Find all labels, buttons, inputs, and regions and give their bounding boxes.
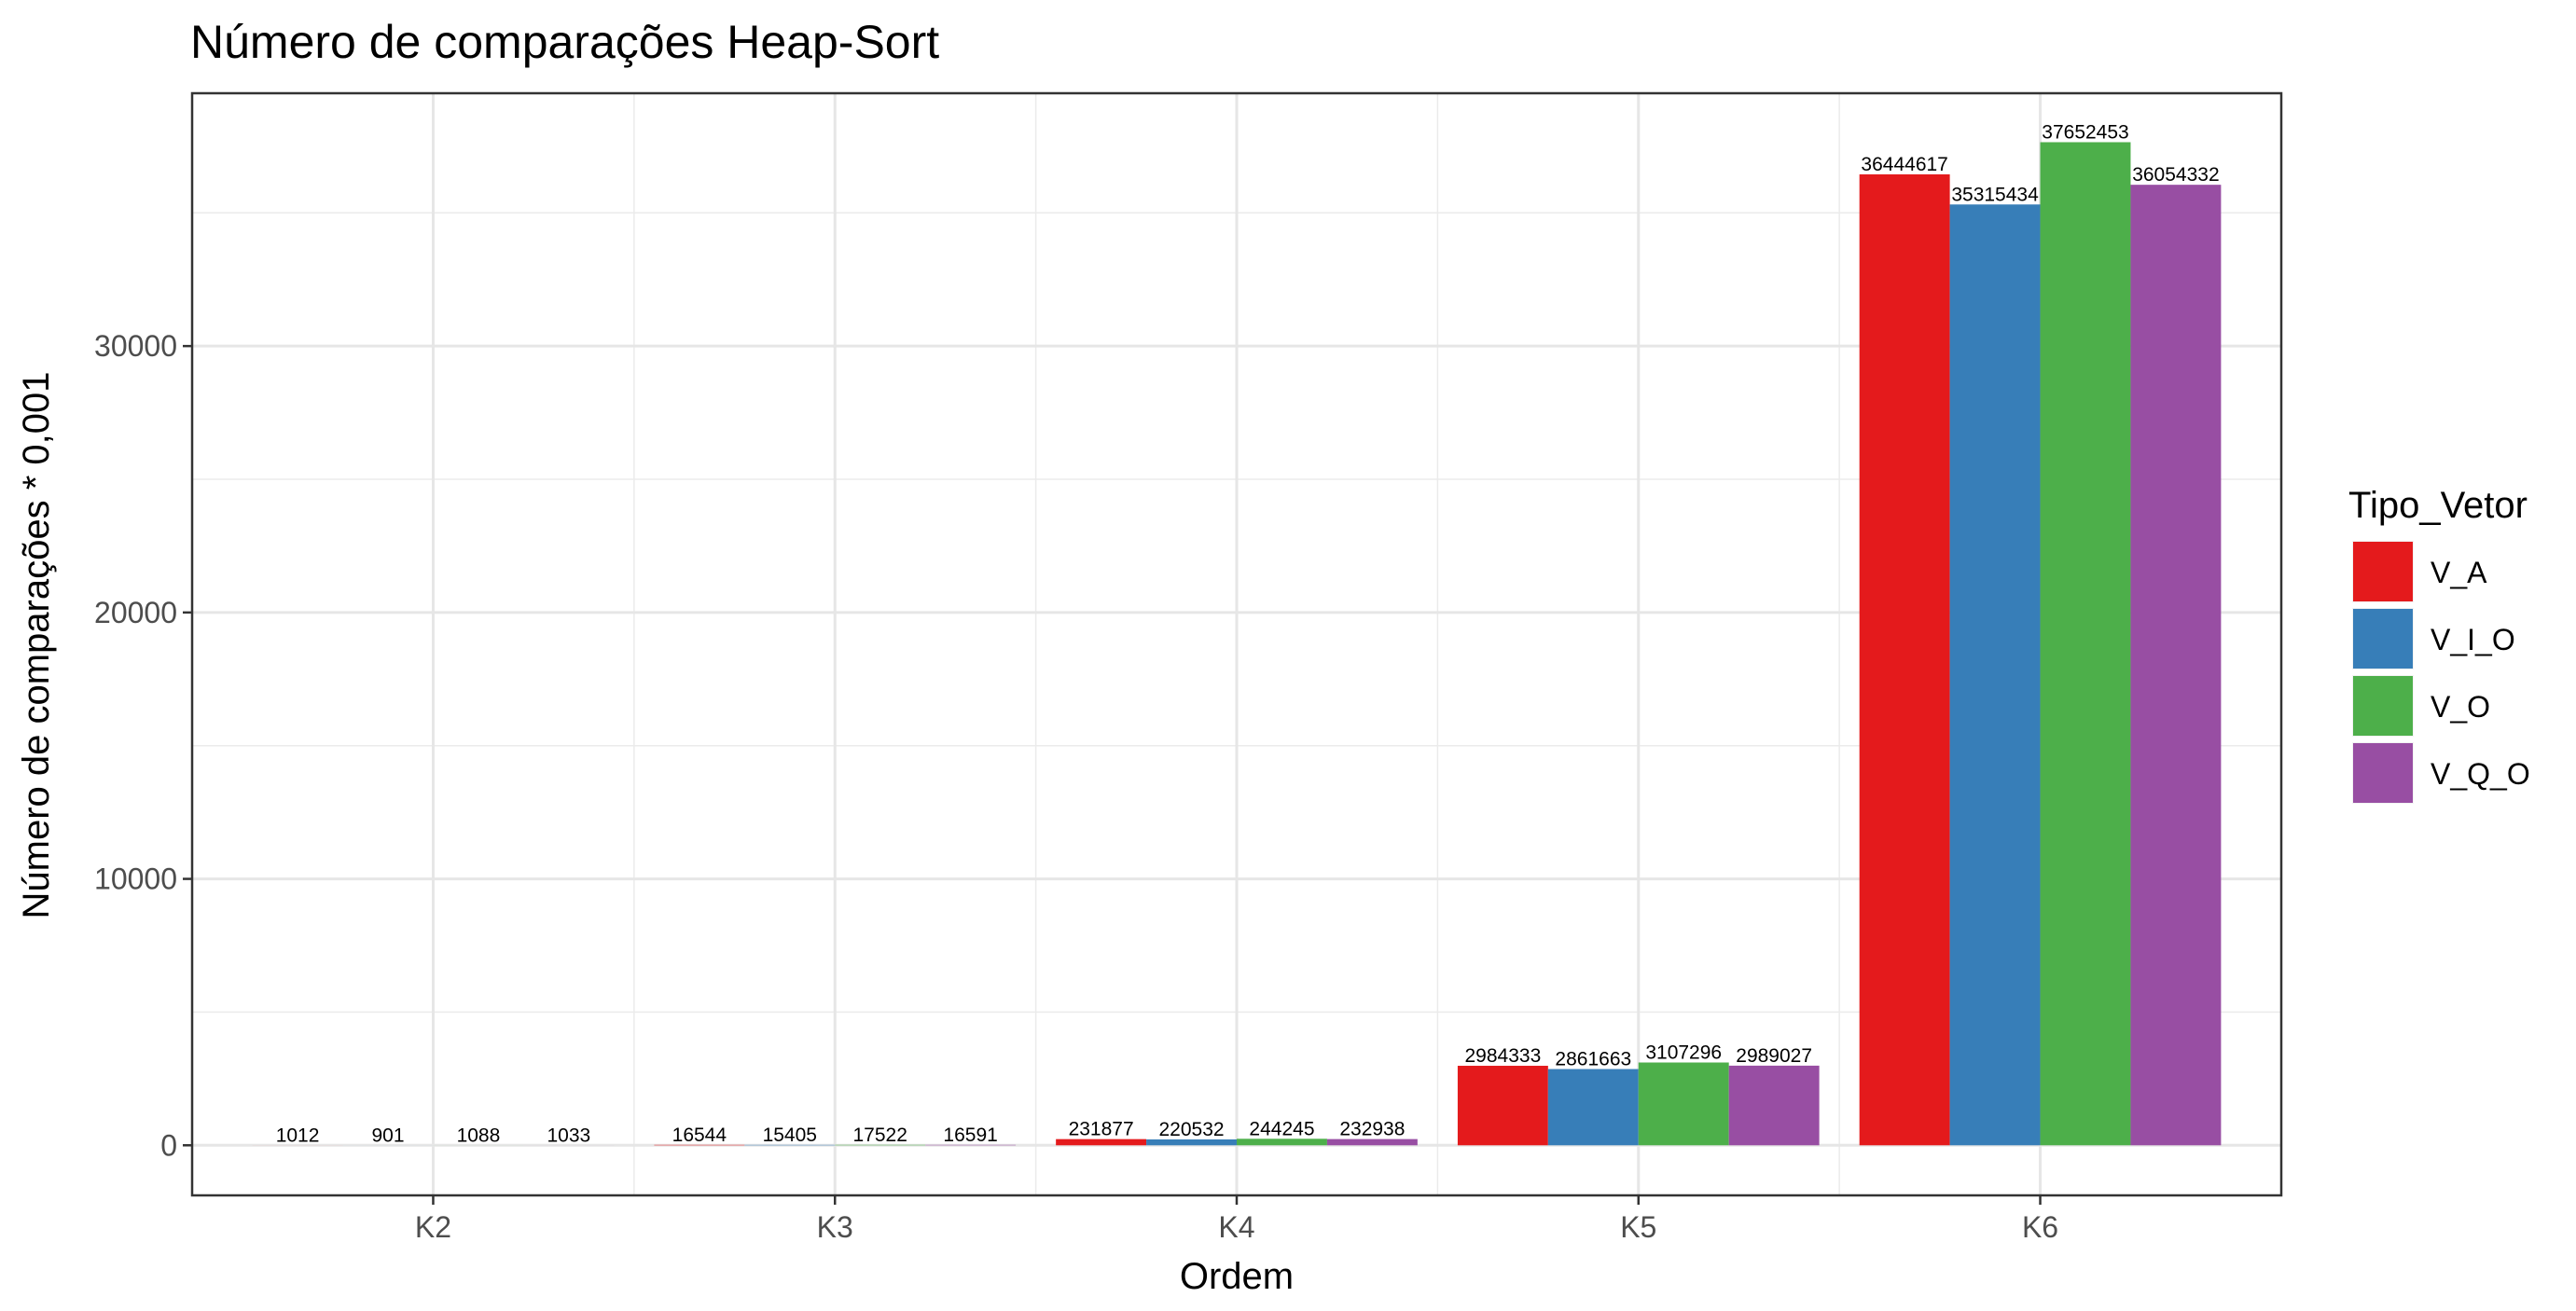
bar [2040,142,2131,1146]
x-tick-label: K3 [817,1210,853,1244]
bar-value-label: 220532 [1158,1119,1224,1140]
y-tick-label: 0 [160,1128,177,1162]
bar [1547,1069,1639,1146]
y-axis: 0 10000 20000 30000 [94,329,192,1162]
x-tick-label: K2 [415,1210,451,1244]
bar [1859,174,1950,1146]
bar-value-label: 16544 [672,1125,727,1146]
legend-label: V_O [2431,690,2490,724]
legend-swatch [2353,542,2413,601]
y-tick-label: 20000 [94,596,177,629]
legend-label: V_A [2431,556,2487,589]
bar [1056,1138,1147,1146]
y-tick-label: 30000 [94,329,177,363]
bar [1146,1138,1237,1146]
bar [1326,1138,1418,1146]
x-tick-label: K4 [1218,1210,1254,1244]
x-axis-title: Ordem [1180,1256,1294,1297]
bar [1457,1066,1548,1146]
bar [1638,1062,1729,1146]
bar-value-label: 37652453 [2042,122,2128,144]
bar-value-label: 16591 [943,1125,997,1146]
legend-swatch [2353,609,2413,669]
bar [2130,185,2222,1146]
bar-value-labels: 1012 16544 231877 2984333 36444617 901 15405 22… [276,122,2220,1147]
bar-value-label: 232938 [1339,1119,1405,1140]
bar-value-label: 1088 [457,1125,501,1146]
y-axis-title: Número de comparações * 0,001 [16,372,57,919]
bar [1237,1138,1327,1146]
x-tick-label: K5 [1620,1210,1656,1244]
bar-value-label: 15405 [763,1125,817,1146]
bar-value-label: 35315434 [1951,184,2039,205]
legend-label: V_I_O [2431,623,2515,656]
bar [1949,204,2041,1146]
plot-panel: 1012 16544 231877 2984333 36444617 901 15405 22… [190,91,2283,1197]
bars [252,142,2222,1146]
legend-swatch [2353,676,2413,736]
bar-value-label: 2989027 [1736,1045,1812,1067]
bar [1728,1065,1820,1146]
bar-value-label: 17522 [852,1125,907,1146]
bar [835,1144,926,1146]
bar-value-label: 1012 [276,1125,320,1146]
x-tick-label: K6 [2022,1210,2058,1244]
bar-value-label: 901 [371,1125,404,1146]
bar-value-label: 244245 [1249,1118,1314,1139]
bar-value-label: 2984333 [1465,1045,1542,1067]
bar-value-label: 36054332 [2132,164,2219,186]
y-tick-label: 10000 [94,862,177,896]
x-axis: K2 K3 K4 K5 K6 [415,1195,2058,1244]
bar-value-label: 2861663 [1555,1049,1631,1070]
bar-value-label: 231877 [1069,1119,1134,1140]
legend: Tipo_Vetor V_A V_I_O V_O V_Q_O [2348,485,2530,804]
legend-label: V_Q_O [2431,757,2530,791]
chart-title: Número de comparações Heap-Sort [190,16,939,68]
bar-value-label: 36444617 [1861,154,1947,175]
bar-value-label: 1033 [547,1125,590,1146]
legend-swatch [2353,743,2413,803]
bar-value-label: 3107296 [1645,1042,1722,1064]
legend-title: Tipo_Vetor [2348,485,2528,526]
